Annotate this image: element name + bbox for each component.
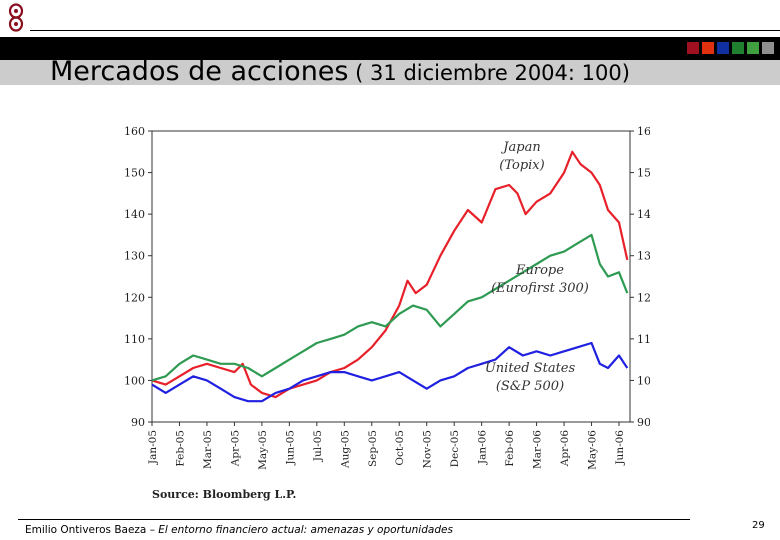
y-tick-label-left: 160: [124, 125, 145, 138]
linked-loops-logo-icon: [8, 3, 24, 32]
color-swatch-5: [747, 42, 759, 54]
x-tick-label: Feb-05: [174, 430, 186, 467]
x-tick-label: Jul-05: [312, 430, 324, 462]
x-tick-label: Nov-05: [422, 430, 434, 468]
slide-title-main: Mercados de acciones: [50, 56, 349, 87]
y-tick-label-left: 150: [124, 167, 145, 180]
series-label-2: Europe: [515, 263, 564, 278]
x-tick-label: Sep-05: [367, 430, 379, 467]
slide-title: Mercados de acciones ( 31 diciembre 2004…: [50, 56, 630, 87]
stock-markets-line-chart: 90 90 100 100 110 110 120 120 130 130 140 140 150 150…: [124, 125, 650, 501]
color-swatch-4: [732, 42, 744, 54]
y-tick-label-right: 120: [637, 291, 650, 304]
x-tick-label: Jun-05: [284, 430, 296, 466]
x-tick-label: Apr-05: [229, 430, 241, 467]
x-tick-label: Mar-06: [532, 430, 544, 469]
slide-title-sub: ( 31 diciembre 2004: 100): [348, 61, 630, 85]
chart-frame: [148, 130, 634, 426]
footer-author: Emilio Ontiveros Baeza –: [25, 524, 159, 536]
x-tick-label: Oct-05: [394, 430, 406, 466]
x-tick-label: Feb-06: [504, 430, 516, 467]
series-label-1: Japan: [500, 140, 540, 155]
y-tick-label-right: 130: [637, 250, 650, 263]
y-tick-label-right: 100: [637, 374, 650, 387]
y-tick-label-right: 90: [637, 416, 650, 429]
series-line-2: [151, 233, 629, 382]
series-line-3: [151, 341, 629, 403]
plot-frame: [151, 130, 631, 423]
series-label-3: United States: [485, 361, 576, 376]
x-tick-label: Jan-06: [477, 430, 489, 465]
y-tick-label-left: 120: [124, 291, 145, 304]
x-tick-label: May-06: [587, 430, 599, 470]
x-tick-label: May-05: [257, 430, 269, 470]
color-swatch-6: [762, 42, 774, 54]
color-swatch-3: [717, 42, 729, 54]
footer-text: Emilio Ontiveros Baeza – El entorno fina…: [25, 524, 453, 536]
y-tick-label-right: 140: [637, 208, 650, 221]
footer-rule: [18, 519, 690, 520]
y-tick-label-right: 160: [637, 125, 650, 138]
x-tick-label: Apr-06: [559, 430, 571, 468]
y-tick-label-left: 90: [131, 416, 145, 429]
x-tick-label: Jan-05: [147, 430, 159, 465]
y-tick-label-right: 150: [637, 167, 650, 180]
series-label-3: (S&P 500): [496, 379, 564, 394]
y-tick-label-left: 140: [124, 208, 145, 221]
header-bar: [0, 37, 780, 60]
color-swatch-2: [702, 42, 714, 54]
footer-presentation-title: El entorno financiero actual: amenazas y…: [158, 524, 453, 536]
x-tick-label: Dec-05: [449, 430, 461, 467]
y-tick-label-left: 110: [124, 333, 145, 346]
top-rule: [30, 30, 780, 31]
chart-source: Source: Bloomberg L.P.: [152, 488, 296, 501]
y-tick-label-left: 100: [124, 374, 145, 387]
y-tick-label-left: 130: [124, 250, 145, 263]
x-tick-label: Aug-05: [339, 430, 351, 469]
color-swatch-1: [687, 42, 699, 54]
x-tick-label: Mar-05: [202, 430, 214, 469]
page-number: 29: [752, 520, 765, 531]
series-label-1: (Topix): [499, 158, 544, 173]
title-band: [0, 60, 780, 85]
chart-series: [151, 150, 629, 403]
x-tick-label: Jun-06: [614, 430, 626, 466]
color-swatches: [687, 42, 774, 54]
series-label-2: (Eurofirst 300): [491, 281, 589, 296]
y-tick-label-right: 110: [637, 333, 650, 346]
chart-labels: 90 90 100 100 110 110 120 120 130 130 140 140 150 150…: [124, 125, 650, 501]
